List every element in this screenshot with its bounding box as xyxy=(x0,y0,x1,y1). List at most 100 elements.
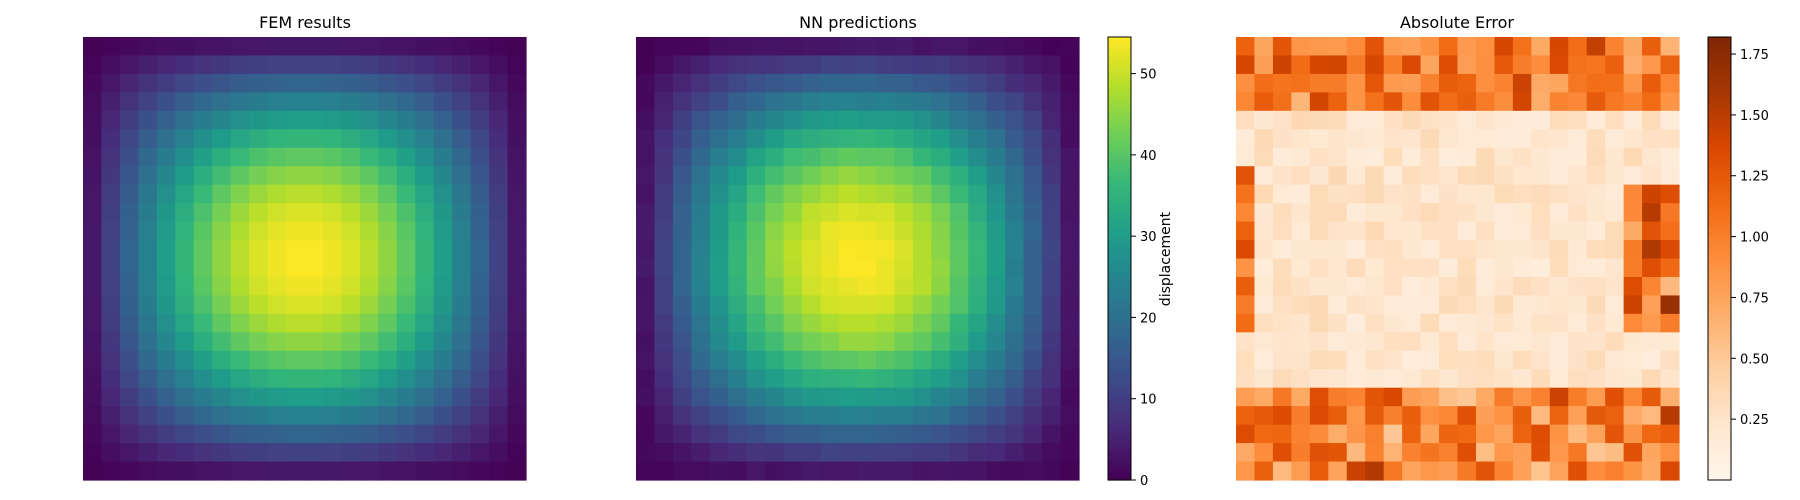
nn-cell xyxy=(986,406,1006,426)
fem-cell xyxy=(138,461,158,481)
fem-cell xyxy=(212,313,232,333)
fem-cell xyxy=(433,129,453,149)
displacement-colorbar-segment xyxy=(1108,369,1131,374)
fem-cell xyxy=(415,295,435,315)
fem-cell xyxy=(507,184,527,204)
fem-cell xyxy=(507,276,527,297)
error-cell xyxy=(1402,37,1422,57)
error-cell xyxy=(1457,203,1477,223)
nn-cell xyxy=(931,240,951,260)
nn-cell xyxy=(1060,73,1080,93)
nn-cell xyxy=(654,350,674,370)
fem-cell xyxy=(138,147,158,167)
error-cell xyxy=(1475,258,1496,278)
error-cell xyxy=(1568,424,1588,444)
nn-cell xyxy=(875,387,896,407)
nn-cell xyxy=(636,166,656,186)
fem-cell xyxy=(101,221,121,241)
error-cell xyxy=(1512,147,1532,167)
nn-cell xyxy=(709,332,729,352)
error-cell xyxy=(1272,37,1292,57)
fem-cell xyxy=(304,37,324,57)
nn-cell xyxy=(783,276,803,297)
nn-cell xyxy=(746,221,766,241)
nn-cell xyxy=(894,129,914,149)
fem-cell xyxy=(249,406,269,426)
fem-cell xyxy=(83,406,103,426)
error-cell xyxy=(1494,424,1514,444)
nn-cell xyxy=(820,387,840,407)
error-cell xyxy=(1420,313,1440,333)
error-cell xyxy=(1272,73,1292,93)
error-cell xyxy=(1586,332,1606,352)
error-cell xyxy=(1439,129,1459,149)
fem-cell xyxy=(396,258,416,278)
nn-cell xyxy=(1023,129,1043,149)
nn-cell xyxy=(857,369,877,389)
nn-cell xyxy=(1023,184,1043,204)
error-colorbar-segment xyxy=(1708,132,1731,138)
error-cell xyxy=(1623,73,1643,93)
error-colorbar-segment xyxy=(1708,395,1731,400)
error-cell xyxy=(1365,240,1385,260)
fem-cell xyxy=(119,406,139,426)
fem-cell xyxy=(267,73,287,93)
nn-cell xyxy=(968,276,988,297)
displacement-colorbar-segment xyxy=(1108,73,1131,79)
error-cell xyxy=(1291,203,1311,223)
fem-cell xyxy=(267,369,287,389)
fem-cell xyxy=(433,424,453,444)
nn-cell xyxy=(654,240,674,260)
nn-cell xyxy=(894,110,914,130)
error-cell xyxy=(1291,184,1311,204)
nn-cell xyxy=(765,276,785,297)
error-cell xyxy=(1346,73,1366,93)
displacement-colorbar-segment xyxy=(1108,44,1131,49)
error-cell xyxy=(1272,443,1292,463)
nn-cell xyxy=(1042,55,1062,75)
error-cell xyxy=(1494,221,1514,241)
nn-cell xyxy=(912,276,932,297)
nn-cell xyxy=(968,406,988,426)
error-cell xyxy=(1383,147,1403,167)
fem-cell xyxy=(322,258,343,278)
fem-cell xyxy=(322,332,343,352)
error-cell xyxy=(1642,166,1662,186)
error-colorbar-segment xyxy=(1708,221,1731,226)
error-cell xyxy=(1402,276,1422,297)
nn-cell xyxy=(672,258,692,278)
error-cell xyxy=(1531,184,1551,204)
error-cell xyxy=(1531,406,1551,426)
fem-cell xyxy=(175,166,195,186)
fem-cell xyxy=(304,110,324,130)
error-cell xyxy=(1642,240,1662,260)
fem-cell xyxy=(119,147,139,167)
fem-cell xyxy=(212,369,232,389)
error-colorbar-segment xyxy=(1708,151,1731,156)
nn-cell xyxy=(654,276,674,297)
error-cell xyxy=(1660,55,1680,75)
nn-cell xyxy=(746,55,766,75)
nn-cell xyxy=(820,276,840,297)
error-cell xyxy=(1605,55,1625,75)
error-cell xyxy=(1549,147,1569,167)
fem-cell xyxy=(396,332,416,352)
nn-cell xyxy=(1023,166,1043,186)
nn-cell xyxy=(894,37,914,57)
nn-cell xyxy=(912,55,932,75)
error-colorbar-segment xyxy=(1708,228,1731,234)
nn-cell xyxy=(1005,221,1025,241)
error-cell xyxy=(1420,73,1440,93)
fem-cell xyxy=(507,221,527,241)
nn-cell xyxy=(894,147,914,167)
nn-cell xyxy=(894,184,914,204)
fem-cell xyxy=(212,443,232,463)
error-cell xyxy=(1254,37,1274,57)
fem-cell xyxy=(378,203,398,223)
fem-cell xyxy=(212,73,232,93)
nn-cell xyxy=(672,276,692,297)
nn-cell xyxy=(746,332,766,352)
error-cell xyxy=(1660,37,1680,57)
nn-cell xyxy=(949,92,969,112)
nn-cell xyxy=(765,37,785,57)
